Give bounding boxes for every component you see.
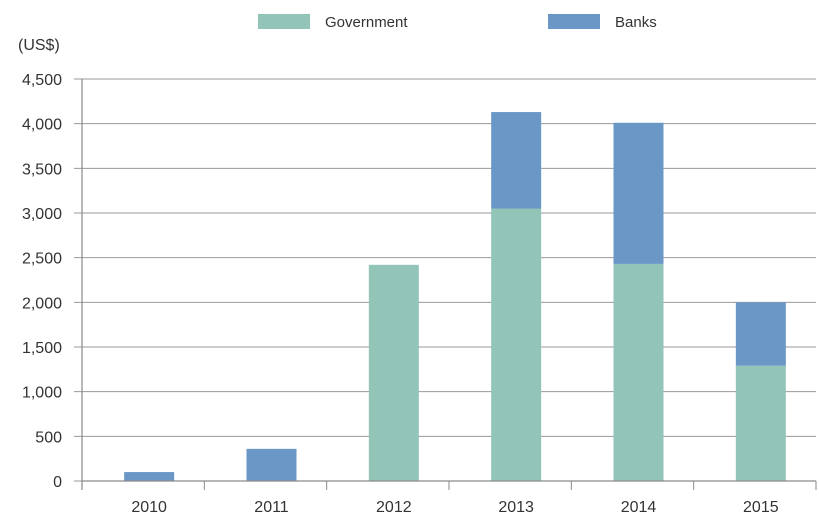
y-axis-unit-label: (US$) (18, 37, 60, 54)
legend-swatch-banks (548, 14, 600, 29)
x-tick-label: 2011 (254, 499, 289, 516)
y-tick-label: 1,000 (22, 385, 62, 402)
legend-label-banks: Banks (615, 14, 657, 31)
bar-government-2015 (735, 365, 786, 481)
y-axis-ticks: 0 500 1,000 1,500 2,000 2,500 3,000 3,500 4,000 4… (22, 72, 62, 491)
y-tick-label: 1,500 (22, 340, 62, 357)
bars (124, 112, 786, 482)
legend: Government Banks (258, 14, 657, 31)
x-tick-label: 2015 (743, 499, 779, 516)
y-tick-label: 2,000 (22, 295, 62, 312)
y-tick-label: 2,500 (22, 251, 62, 268)
x-tick-label: 2014 (621, 499, 657, 516)
y-tick-label: 500 (35, 429, 62, 446)
x-tick-label: 2013 (498, 499, 534, 516)
x-axis: 2010 2011 2012 2013 2014 2015 (81, 79, 817, 516)
bar-banks-2013 (491, 112, 542, 209)
x-tick-label: 2010 (131, 499, 167, 516)
bar-banks-2010 (124, 472, 175, 481)
bar-government-2014 (613, 263, 664, 481)
y-tick-label: 3,000 (22, 206, 62, 223)
bar-government-2012 (368, 264, 419, 481)
bar-government-2013 (491, 208, 542, 482)
x-tick-label: 2012 (376, 499, 412, 516)
bar-banks-2014 (613, 122, 664, 264)
y-tick-label: 0 (53, 474, 62, 491)
bar-banks-2015 (735, 302, 786, 366)
y-tick-label: 4,000 (22, 117, 62, 134)
legend-swatch-government (258, 14, 310, 29)
legend-label-government: Government (325, 14, 408, 31)
gridlines (74, 78, 816, 482)
y-tick-label: 3,500 (22, 161, 62, 178)
y-tick-label: 4,500 (22, 72, 62, 89)
bar-banks-2011 (246, 448, 297, 481)
